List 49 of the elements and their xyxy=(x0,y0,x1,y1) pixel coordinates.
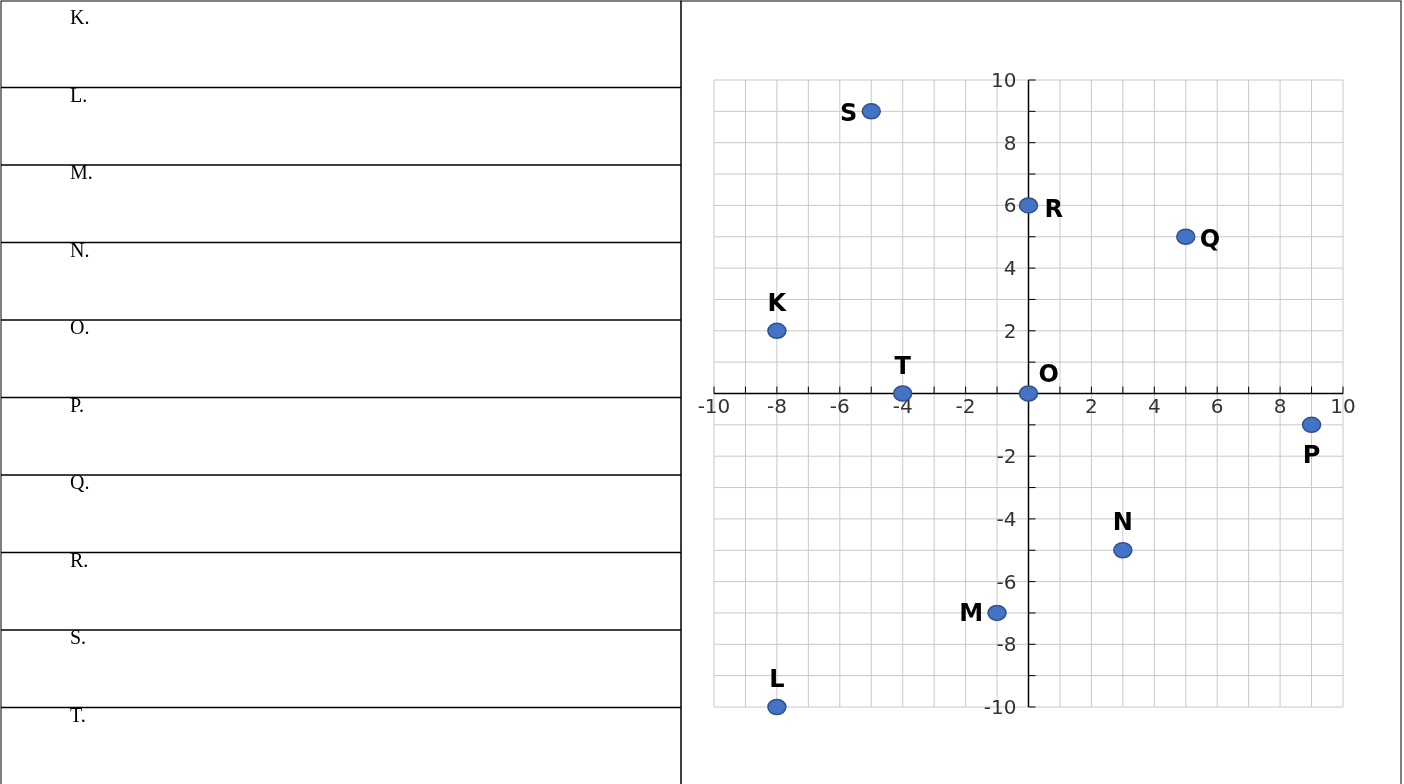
annotation: S xyxy=(839,99,858,128)
text: Q. xyxy=(70,471,90,493)
annotation: T xyxy=(894,351,912,380)
y-tick-label: -10 xyxy=(983,695,1017,719)
x-tick-label: -10 xyxy=(697,393,731,418)
x-tick-label: 6 xyxy=(1210,393,1224,418)
y-tick-label: 2 xyxy=(1003,318,1017,343)
point xyxy=(767,698,787,716)
point xyxy=(987,604,1007,622)
point xyxy=(1018,385,1039,402)
annotation: N xyxy=(1112,508,1133,537)
annotation: O xyxy=(1038,359,1059,388)
text: R. xyxy=(70,548,89,571)
y-tick-label: 10 xyxy=(991,68,1017,92)
y-tick-label: -8 xyxy=(996,632,1017,657)
text: S. xyxy=(70,626,87,648)
x-tick-label: -4 xyxy=(892,393,913,418)
y-tick-label: 6 xyxy=(1003,193,1017,218)
text: T. xyxy=(70,703,86,726)
y-tick-label: 4 xyxy=(1003,256,1017,281)
annotation: P xyxy=(1302,440,1321,469)
annotation: L xyxy=(769,665,785,693)
x-tick-label: -8 xyxy=(766,393,787,418)
y-tick-label: -6 xyxy=(996,569,1017,594)
annotation: M xyxy=(959,598,984,627)
text: K. xyxy=(70,6,90,28)
y-tick-label: -4 xyxy=(996,506,1017,531)
annotation: R xyxy=(1044,195,1063,224)
annotation: Q xyxy=(1199,224,1221,253)
text: N. xyxy=(70,238,90,261)
point xyxy=(861,103,881,120)
annotation: K xyxy=(767,288,788,317)
x-tick-label: 4 xyxy=(1147,393,1161,418)
text: O. xyxy=(70,316,90,338)
point xyxy=(1176,228,1196,245)
point xyxy=(1301,416,1322,434)
point xyxy=(1018,197,1039,214)
x-tick-label: 2 xyxy=(1085,393,1098,418)
text: M. xyxy=(70,161,93,183)
y-tick-label: 8 xyxy=(1003,130,1017,155)
x-tick-label: 10 xyxy=(1330,393,1356,418)
x-tick-label: -2 xyxy=(955,393,976,418)
point xyxy=(1113,542,1133,559)
x-tick-label: 8 xyxy=(1273,393,1287,418)
text: L. xyxy=(70,83,88,106)
x-tick-label: -6 xyxy=(829,393,850,418)
y-tick-label: -2 xyxy=(996,444,1017,469)
point xyxy=(767,322,787,340)
text: P. xyxy=(70,393,84,416)
